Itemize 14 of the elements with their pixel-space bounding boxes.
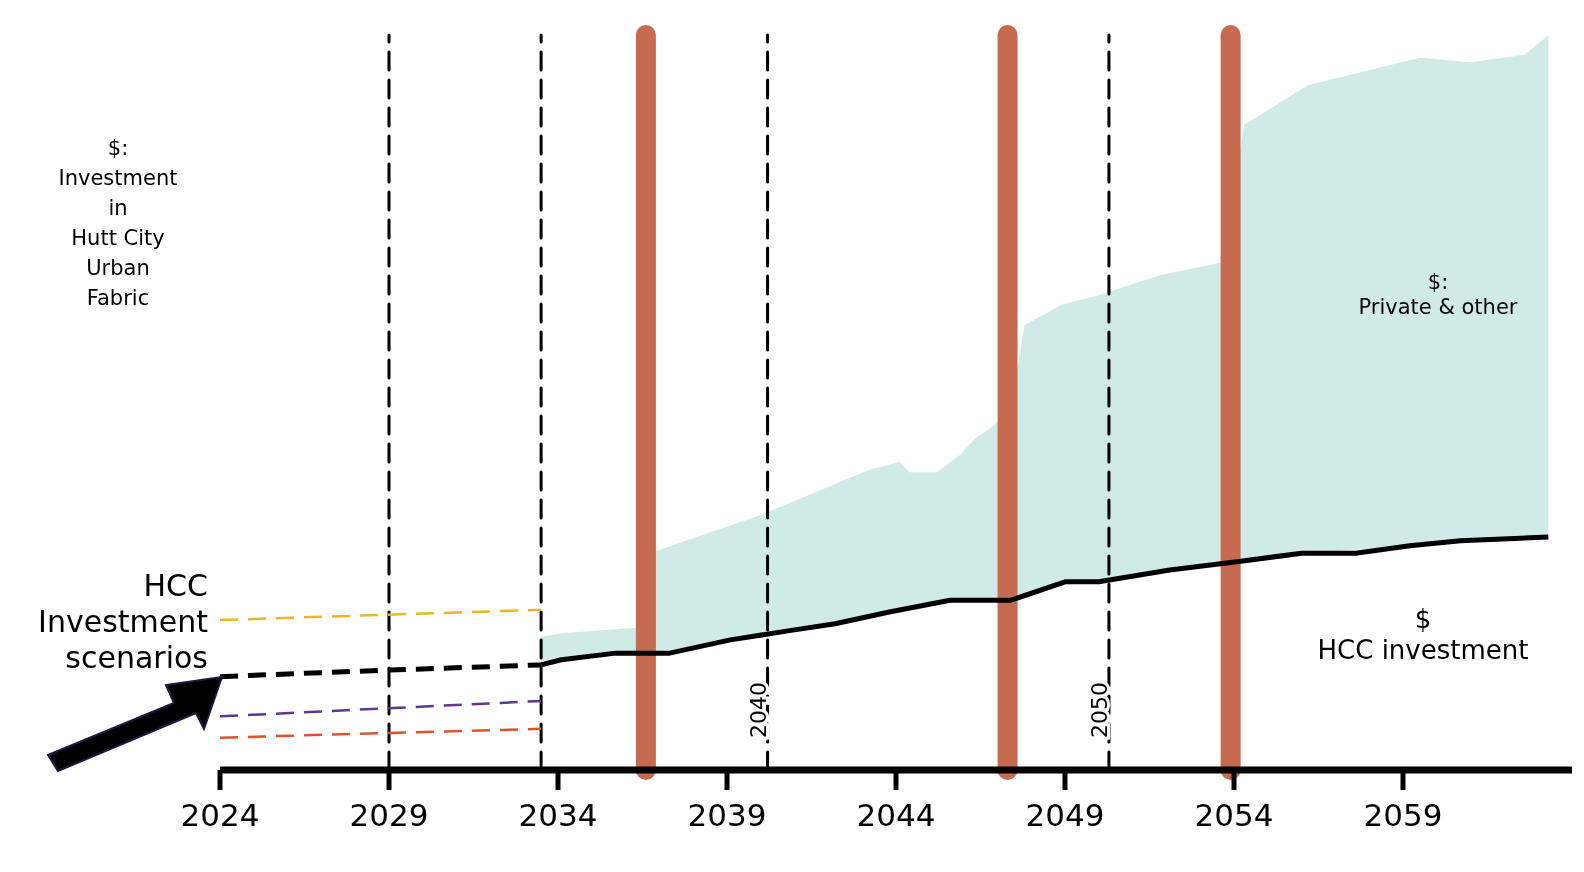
annotation: $: Private & other	[1357, 270, 1519, 321]
x-tick-label: 2044	[856, 797, 936, 834]
annotation: $ HCC investment	[1316, 604, 1530, 667]
x-tick-label: 2054	[1194, 797, 1274, 834]
x-tick-label: 2039	[687, 797, 767, 834]
x-tick-label: 2024	[180, 797, 260, 834]
y-axis-title: $: Investment in Hutt City Urban Fabric	[57, 135, 179, 312]
x-tick-label: 2029	[349, 797, 429, 834]
x-tick-label: 2034	[518, 797, 598, 834]
text: HCC Investment scenarios	[37, 568, 208, 676]
ref-line-label: 2040	[745, 682, 771, 738]
ref-line-label: 2050	[1086, 682, 1112, 738]
x-tick-label: 2049	[1025, 797, 1105, 834]
x-tick-label: 2059	[1363, 797, 1443, 834]
